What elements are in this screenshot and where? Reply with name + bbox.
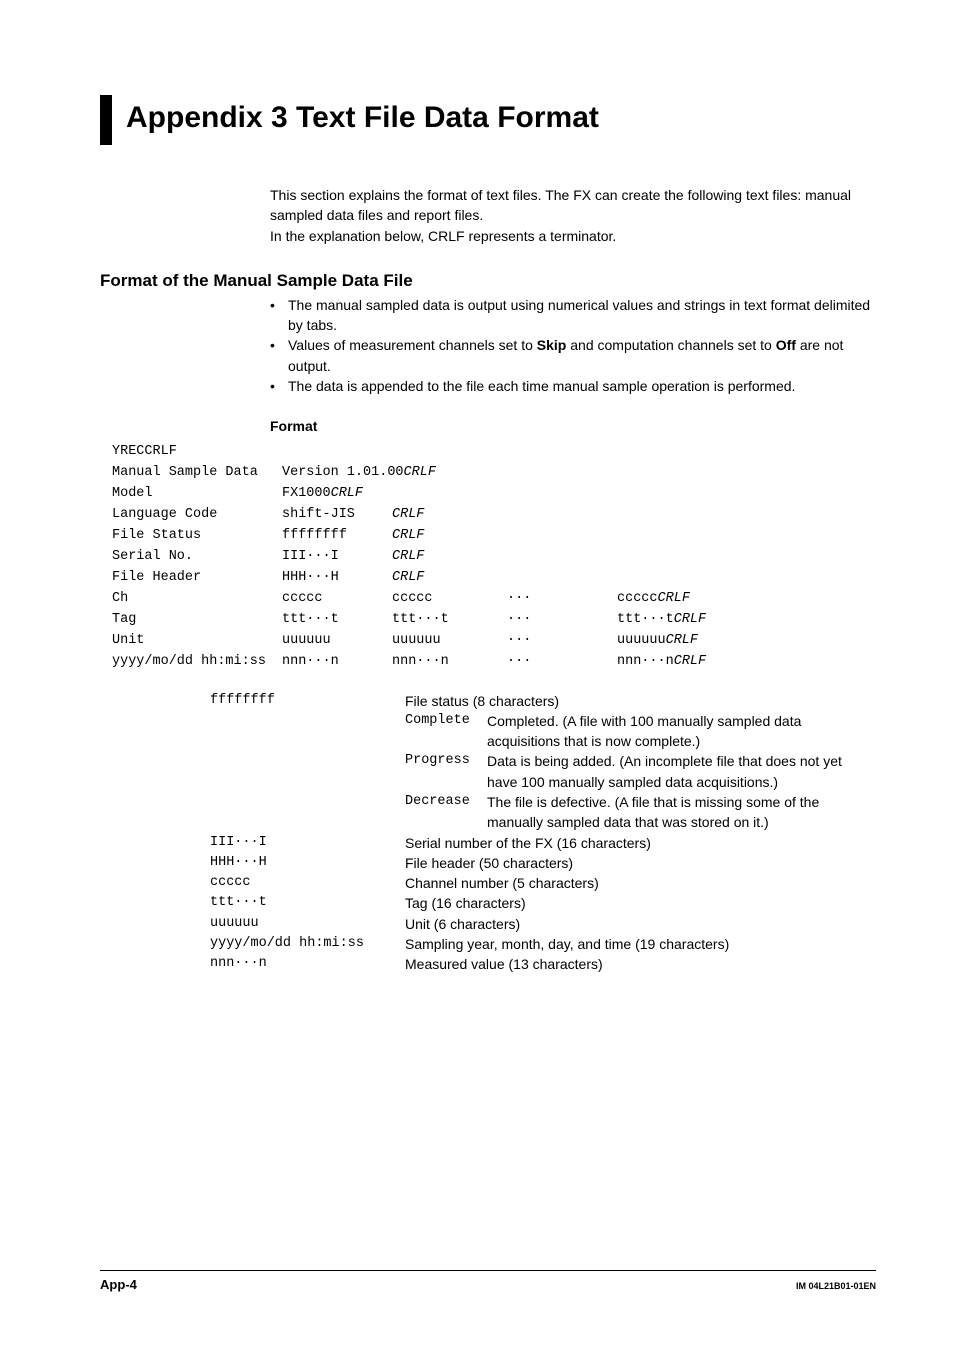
bullet-dot: • xyxy=(270,335,288,376)
mono-line: File Status ffffffff CRLF xyxy=(112,526,874,547)
format-block: YRECCRLF Manual Sample Data Version 1.01… xyxy=(112,442,874,672)
intro-line: In the explanation below, CRLF represent… xyxy=(270,226,874,246)
desc-subrow: Progress Data is being added. (An incomp… xyxy=(405,751,874,792)
mono-line: Serial No. III···I CRLF xyxy=(112,547,874,568)
desc-subrow: Complete Completed. (A file with 100 man… xyxy=(405,711,874,752)
mono-line: Manual Sample Data Version 1.01.00CRLF xyxy=(112,463,874,484)
desc-row: nnn···n Measured value (13 characters) xyxy=(210,954,874,974)
intro-line: This section explains the format of text… xyxy=(270,185,874,226)
bullet-dot: • xyxy=(270,295,288,336)
format-subheading: Format xyxy=(270,418,874,434)
mono-line: File Header HHH···H CRLF xyxy=(112,568,874,589)
bullet-dot: • xyxy=(270,376,288,396)
desc-row: yyyy/mo/dd hh:mi:ss Sampling year, month… xyxy=(210,934,874,954)
bullet-text: Values of measurement channels set to Sk… xyxy=(288,335,874,376)
description-block: ffffffff File status (8 characters) Comp… xyxy=(210,691,874,975)
mono-line: Tag ttt···t ttt···t ··· ttt···tCRLF xyxy=(112,610,874,631)
section-heading: Format of the Manual Sample Data File xyxy=(100,271,874,291)
page-title: Appendix 3 Text File Data Format xyxy=(126,95,599,145)
page-number: App-4 xyxy=(100,1277,137,1292)
mono-line: Unit uuuuuu uuuuuu ··· uuuuuuCRLF xyxy=(112,631,874,652)
bullet-item: • The data is appended to the file each … xyxy=(270,376,874,396)
intro-text: This section explains the format of text… xyxy=(270,185,874,246)
bullet-item: • Values of measurement channels set to … xyxy=(270,335,874,376)
desc-subrow: Decrease The file is defective. (A file … xyxy=(405,792,874,833)
mono-line: Language Code shift-JIS CRLF xyxy=(112,505,874,526)
desc-value: File status (8 characters) Complete Comp… xyxy=(405,691,874,833)
mono-line: yyyy/mo/dd hh:mi:ss nnn···n nnn···n ··· … xyxy=(112,652,874,673)
desc-row: ccccc Channel number (5 characters) xyxy=(210,873,874,893)
doc-id: IM 04L21B01-01EN xyxy=(796,1281,876,1291)
desc-key: ffffffff xyxy=(210,691,405,833)
desc-row: ttt···t Tag (16 characters) xyxy=(210,893,874,913)
bullet-text: The manual sampled data is output using … xyxy=(288,295,874,336)
desc-row: ffffffff File status (8 characters) Comp… xyxy=(210,691,874,833)
page-title-block: Appendix 3 Text File Data Format xyxy=(100,95,874,145)
bullet-text: The data is appended to the file each ti… xyxy=(288,376,874,396)
desc-row: III···I Serial number of the FX (16 char… xyxy=(210,833,874,853)
bullet-list: • The manual sampled data is output usin… xyxy=(270,295,874,396)
desc-row: uuuuuu Unit (6 characters) xyxy=(210,914,874,934)
mono-line: Ch ccccc ccccc ··· cccccCRLF xyxy=(112,589,874,610)
mono-line: Model FX1000CRLF xyxy=(112,484,874,505)
desc-row: HHH···H File header (50 characters) xyxy=(210,853,874,873)
title-accent-bar xyxy=(100,95,112,145)
bullet-item: • The manual sampled data is output usin… xyxy=(270,295,874,336)
page-footer: App-4 IM 04L21B01-01EN xyxy=(100,1270,876,1292)
mono-line: YRECCRLF xyxy=(112,442,874,463)
